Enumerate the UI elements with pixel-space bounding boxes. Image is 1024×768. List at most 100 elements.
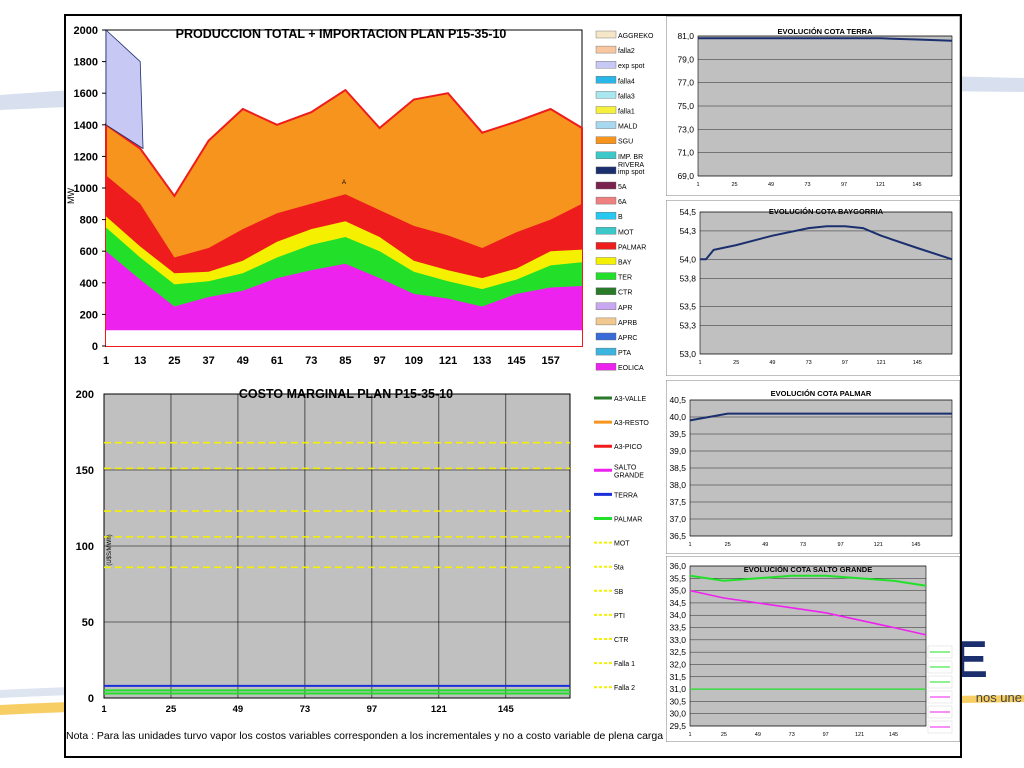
x-tick-label: 1 (103, 355, 109, 367)
x-tick-label: 49 (237, 355, 249, 367)
x-tick-label: 121 (874, 542, 883, 548)
y-tick-label: 34,0 (669, 610, 686, 620)
y-tick-label: 35,0 (669, 586, 686, 596)
area-pta (106, 330, 582, 346)
chart-title: EVOLUCIÓN COTA SALTO GRANDE (744, 565, 872, 574)
legend-label: APRB (618, 320, 637, 327)
y-tick-label: 38,0 (669, 480, 686, 490)
x-tick-label: 13 (134, 355, 146, 367)
legend-label: APR (618, 305, 632, 312)
legend-label: A3-RESTO (614, 420, 649, 427)
level-plot-area (699, 211, 953, 355)
legend-label: 5A (618, 184, 627, 191)
y-tick-label: 36,5 (669, 531, 686, 541)
y-tick-label: 34,5 (669, 598, 686, 608)
legend-label: BAY (618, 260, 632, 267)
legend-label: CTR (614, 637, 628, 644)
x-tick-label: 25 (733, 360, 739, 366)
level-plot-area (689, 565, 927, 727)
x-tick-label: 121 (439, 355, 457, 367)
y-tick-label: 79,0 (677, 54, 694, 64)
level-line (698, 37, 953, 42)
legend-swatch (595, 211, 617, 220)
legend-label: exp spot (618, 63, 645, 70)
y-axis-label: (U$S/MWh) (107, 534, 113, 565)
legend-swatch (595, 347, 617, 356)
legend-label: MALD (618, 124, 637, 131)
legend-label: TER (618, 275, 632, 282)
level-line (689, 589, 927, 636)
legend-swatch (595, 257, 617, 265)
legend-swatch (595, 181, 617, 190)
x-tick-label: 121 (431, 704, 448, 715)
y-tick-label: 600 (80, 246, 98, 258)
x-tick-label: 49 (768, 182, 774, 188)
x-tick-label: 1 (101, 704, 107, 715)
legend-label: imp spot (618, 169, 645, 176)
chart-title: EVOLUCIÓN COTA TERRA (778, 27, 874, 36)
legend-label: Falla 1 (614, 661, 635, 668)
x-tick-label: 49 (769, 360, 775, 366)
legend-label: A3-PICO (614, 444, 643, 451)
legend-label: SALTO (614, 464, 637, 471)
y-tick-label: 800 (80, 215, 98, 227)
y-tick-label: 36,0 (669, 561, 686, 571)
x-tick-label: 133 (473, 355, 491, 367)
legend-swatch (595, 317, 617, 326)
salto-grande-level-chart: 29,5 30,0 30,5 31,0 31,5 32,0 32,5 33,0 33,5 34,0… (666, 556, 960, 742)
x-tick-label: 121 (876, 182, 885, 188)
legend-label: falla4 (618, 78, 635, 85)
y-tick-label: 29,5 (669, 721, 686, 731)
y-tick-label: 54,5 (679, 207, 696, 217)
x-tick-label: 49 (755, 732, 761, 738)
legend-swatch (595, 166, 617, 175)
y-tick-label: 37,5 (669, 497, 686, 507)
legend-swatch (595, 151, 617, 160)
x-tick-label: 73 (800, 542, 806, 548)
x-tick-label: 97 (367, 704, 378, 715)
x-tick-label: 73 (789, 732, 795, 738)
chart-title: EVOLUCIÓN COTA PALMAR (771, 389, 872, 398)
legend-label: RIVERA (618, 162, 644, 169)
x-tick-label: 157 (541, 355, 559, 367)
x-tick-label: 61 (271, 355, 283, 367)
y-tick-label: 31,5 (669, 672, 686, 682)
y-tick-label: 31,0 (669, 684, 686, 694)
x-tick-label: 1 (698, 360, 701, 366)
y-tick-label: 30,0 (669, 709, 686, 719)
legend-label: MOT (618, 229, 634, 236)
x-tick-label: 145 (507, 355, 525, 367)
y-tick-label: 33,0 (669, 635, 686, 645)
legend-label: PALMAR (618, 244, 646, 251)
legend-swatch (595, 242, 617, 250)
y-tick-label: 33,5 (669, 623, 686, 633)
legend-swatch (595, 272, 617, 280)
y-tick-label: 2000 (74, 25, 98, 37)
legend-swatch (595, 363, 617, 371)
legend-label: Falla 2 (614, 685, 635, 692)
x-tick-label: 145 (913, 360, 922, 366)
production-chart: 0 200 400 600 800 1000 1200 1400 1600 1800 2000 1 13… (66, 16, 660, 376)
legend-swatch (595, 45, 617, 54)
y-tick-label: 30,5 (669, 696, 686, 706)
legend-swatch (595, 196, 617, 205)
x-tick-label: 1 (688, 732, 691, 738)
palmar-level-chart: 36,5 37,0 37,5 38,0 38,5 39,0 39,5 40,0 40,5 1 25 4… (666, 380, 960, 554)
chart-title: COSTO MARGINAL PLAN P15-35-10 (239, 387, 453, 401)
legend-label: 5ta (614, 565, 624, 572)
legend-swatch (595, 227, 617, 235)
x-tick-label: 73 (804, 182, 810, 188)
legend-swatch (595, 61, 617, 69)
x-tick-label: 97 (838, 542, 844, 548)
y-tick-label: 0 (88, 693, 94, 705)
x-tick-label: 85 (339, 355, 351, 367)
x-tick-label: 97 (374, 355, 386, 367)
x-tick-label: 109 (405, 355, 423, 367)
x-tick-label: 97 (842, 360, 848, 366)
x-tick-label: 25 (725, 542, 731, 548)
legend-label: falla2 (618, 48, 635, 55)
x-tick-label: 145 (498, 704, 515, 715)
x-tick-label: 121 (855, 732, 864, 738)
x-tick-label: 73 (806, 360, 812, 366)
y-tick-label: 81,0 (677, 31, 694, 41)
